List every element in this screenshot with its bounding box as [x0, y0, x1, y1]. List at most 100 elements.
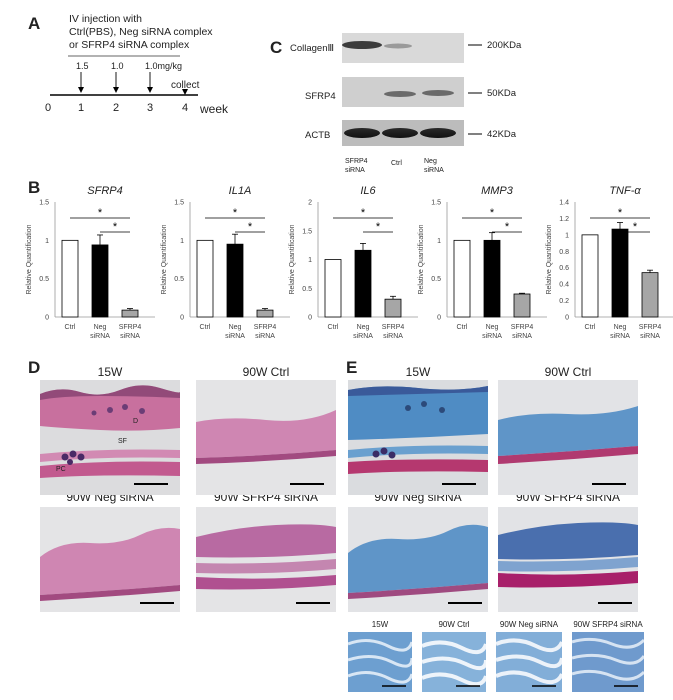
kda-200: 200KDa	[487, 40, 522, 51]
y-tick-label: 0	[180, 315, 184, 322]
x-tick-label: siRNA	[512, 333, 532, 340]
band-sfrp4-ctrl	[384, 91, 416, 97]
y-tick-label: 0.5	[431, 276, 441, 283]
x-tick-label: SFRP4	[639, 324, 662, 331]
y-tick-label: 1.2	[559, 216, 569, 223]
bar-1	[226, 243, 244, 318]
mt-image-90w-neg	[348, 507, 488, 612]
qpcr-charts: SFRP4 0 0.5 1 1.5 Relative Quantification Ctrl…	[0, 180, 673, 352]
y-tick-label: 0.2	[559, 298, 569, 305]
blot-label-sfrp4: SFRP4	[305, 91, 336, 102]
band-collagen-ctrl	[384, 43, 412, 49]
lane-label-neg: Neg siRNA	[424, 157, 444, 175]
bar-2	[121, 309, 139, 318]
qpcr-chart-svg: SFRP4 0 0.5 1 1.5 Relative Quantification Ctrl…	[26, 185, 673, 340]
band-actb-neg	[420, 128, 456, 138]
inset-title-90w-neg: 90W Neg siRNA	[499, 620, 559, 629]
bar-2	[641, 272, 659, 318]
week-tick-3: 3	[147, 102, 154, 114]
lane-neg-line2: siRNA	[424, 167, 444, 174]
bar-2	[513, 293, 531, 318]
mt-image-90w-sfrp4	[498, 507, 638, 612]
x-tick-label: Ctrl	[457, 324, 468, 331]
bar-1	[611, 228, 629, 318]
y-tick-label: 0.5	[302, 286, 312, 293]
chart-2: IL6 0 0.5 1 1.5 2 Relative Quantification Ctrl N…	[289, 185, 418, 340]
inset-image-90w-ctrl	[422, 632, 486, 692]
bar-0	[453, 239, 471, 318]
mt-image-15w	[348, 380, 488, 495]
chart-title: TNF-α	[609, 185, 641, 197]
x-tick-label: SFRP4	[119, 324, 142, 331]
sig-star-1: *	[361, 207, 366, 219]
y-tick-label: 0.8	[559, 249, 569, 256]
blot-label-actb: ACTB	[305, 130, 331, 141]
bar-2	[256, 309, 274, 318]
kda-50: 50KDa	[487, 88, 517, 99]
injection-line-1: IV injection with	[69, 13, 142, 25]
he-image-90w-neg	[40, 507, 180, 612]
panel-c-letter: C	[270, 38, 283, 57]
he-title-90w-ctrl: 90W Ctrl	[242, 365, 290, 379]
collect-arrow	[182, 89, 188, 95]
lane-label-ctrl: Ctrl	[391, 160, 402, 167]
kda-marker-lines	[468, 44, 482, 135]
y-tick-label: 0	[437, 315, 441, 322]
lane-sfrp4-line2: siRNA	[345, 167, 365, 174]
x-tick-label: Ctrl	[585, 324, 596, 331]
sig-star-1: *	[490, 207, 495, 219]
x-tick-label: Neg	[229, 324, 242, 331]
chart-4: TNF-α 0 0.2 0.4 0.6 0.8 1 1.2 1.4 Relative Quanti…	[546, 185, 673, 340]
y-tick-label: 1	[437, 238, 441, 245]
chart-title: SFRP4	[87, 185, 122, 197]
x-tick-label: siRNA	[120, 333, 140, 340]
bar-1	[483, 239, 501, 318]
dose-arrow-3	[147, 72, 153, 93]
label-panniculus-carnosus: PC	[56, 466, 66, 473]
week-tick-1: 1	[78, 102, 85, 114]
y-axis-label: Relative Quantification	[26, 224, 33, 294]
inset-title-90w-sfrp4: 90W SFRP4 siRNA	[573, 620, 643, 629]
y-tick-label: 0	[565, 315, 569, 322]
x-tick-label: Ctrl	[65, 324, 76, 331]
x-tick-label: siRNA	[353, 333, 373, 340]
y-tick-label: 0.4	[559, 282, 569, 289]
sig-star-2: *	[113, 221, 118, 233]
chart-1: IL1A 0 0.5 1 1.5 Relative Quantification Ctrl N…	[161, 185, 290, 340]
sig-star-2: *	[505, 221, 510, 233]
bar-0	[581, 234, 599, 318]
western-blot	[342, 33, 464, 146]
chart-title: MMP3	[481, 185, 514, 197]
x-tick-label: Neg	[614, 324, 627, 331]
dose-arrow-2	[113, 72, 119, 93]
y-tick-label: 0.5	[174, 276, 184, 283]
bar-1	[354, 249, 372, 318]
x-tick-label: SFRP4	[382, 324, 405, 331]
sig-star-2: *	[376, 221, 381, 233]
x-tick-label: siRNA	[640, 333, 660, 340]
inset-image-90w-neg	[496, 632, 562, 692]
he-image-90w-sfrp4	[196, 507, 336, 612]
inset-image-15w	[348, 632, 412, 692]
mt-image-90w-ctrl	[498, 380, 638, 495]
mt-title-15w: 15W	[405, 365, 431, 379]
week-tick-2: 2	[113, 102, 120, 114]
x-tick-label: SFRP4	[254, 324, 277, 331]
y-tick-label: 1	[308, 257, 312, 264]
chart-3: MMP3 0 0.5 1 1.5 Relative Quantification Ctrl N…	[418, 185, 547, 340]
chart-0: SFRP4 0 0.5 1 1.5 Relative Quantification Ctrl…	[26, 185, 155, 340]
x-tick-label: Ctrl	[328, 324, 339, 331]
inset-title-15w: 15W	[371, 620, 389, 629]
y-axis-label: Relative Quantification	[546, 224, 553, 294]
chart-title: IL6	[360, 185, 376, 197]
sig-star-1: *	[233, 207, 238, 219]
y-tick-label: 1.5	[302, 228, 312, 235]
kda-42: 42KDa	[487, 129, 517, 140]
bar-2	[384, 298, 402, 318]
y-tick-label: 1	[45, 238, 49, 245]
sig-star-2: *	[248, 221, 253, 233]
y-tick-label: 0.5	[39, 276, 49, 283]
y-tick-label: 1	[565, 232, 569, 239]
panel-d-letter: D	[28, 358, 41, 377]
y-axis-label: Relative Quantification	[289, 224, 296, 294]
